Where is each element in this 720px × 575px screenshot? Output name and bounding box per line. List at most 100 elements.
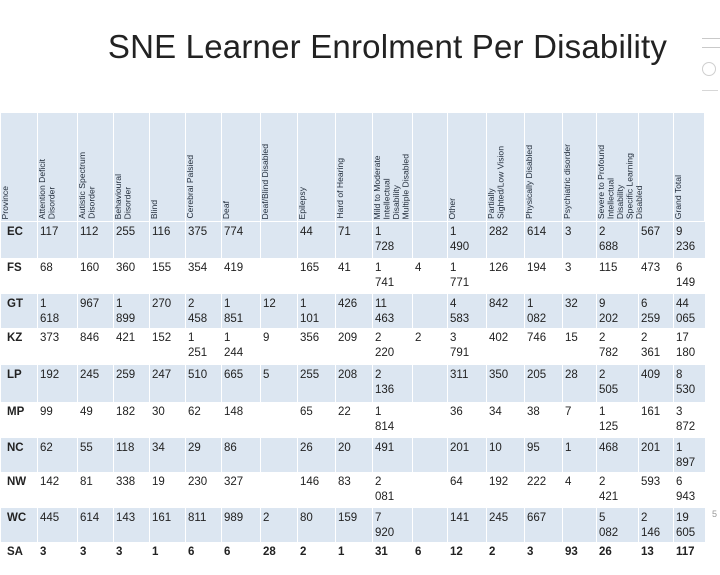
table-cell: 118 <box>113 438 150 472</box>
table-cell: 2 220 <box>372 328 413 365</box>
table-cell: 614 <box>524 221 563 258</box>
table-cell: 468 <box>596 438 639 472</box>
table-cell: 2 361 <box>638 328 674 365</box>
table-cell: 83 <box>335 472 373 508</box>
table-cell: 6 <box>185 542 222 575</box>
column-header: Severe to Profound Intellectual Disabili… <box>596 112 644 222</box>
table-cell: 2 136 <box>372 365 413 402</box>
table-cell: 141 <box>447 508 487 542</box>
column-header: Psychiatric disorder <box>562 112 597 222</box>
table-row: WC 445 614 143 161 811 989 2 80 159 7 920 141 245 667… <box>0 508 705 542</box>
table-cell: 338 <box>113 472 150 508</box>
column-header: Epilepsy <box>297 112 336 222</box>
table-cell: 1 897 <box>673 438 705 472</box>
table-cell: 152 <box>149 328 186 365</box>
column-header: Mild to Moderate Intellectual Disability… <box>372 112 413 222</box>
table-cell: 38 <box>524 402 563 438</box>
table-cell: 194 <box>524 258 563 294</box>
column-header-label: Physically Disabled <box>525 144 534 219</box>
table-cell: 2 421 <box>596 472 639 508</box>
column-header-label: Behavioural Disorder <box>114 173 133 219</box>
table-cell: 19 <box>149 472 186 508</box>
table-cell: 222 <box>524 472 563 508</box>
table-cell: 354 <box>185 258 222 294</box>
table-cell: 146 <box>297 472 336 508</box>
table-cell: 282 <box>486 221 525 258</box>
table-cell: 1 814 <box>372 402 413 438</box>
table-cell: 115 <box>596 258 639 294</box>
table-cell: 2 <box>486 542 525 575</box>
table-row: LP 192 245 259 247 510 665 5 255 208 2 136 311 350 20… <box>0 365 705 402</box>
table-cell: 142 <box>37 472 78 508</box>
table-cell <box>260 402 298 438</box>
column-header-label: Deaf/Blind Disabled <box>261 143 270 219</box>
table-cell: 402 <box>486 328 525 365</box>
table-cell: 1 <box>335 542 373 575</box>
table-cell: 967 <box>77 294 114 328</box>
table-cell: 842 <box>486 294 525 328</box>
table-cell: 360 <box>113 258 150 294</box>
column-header <box>638 112 674 222</box>
table-cell: 350 <box>486 365 525 402</box>
column-header-label: Hard of Hearing <box>336 158 345 219</box>
column-header-label: Blind <box>150 199 159 219</box>
table-cell: 1 <box>562 438 597 472</box>
table-cell: 165 <box>297 258 336 294</box>
table-cell: 327 <box>221 472 261 508</box>
table-cell: 375 <box>185 221 222 258</box>
table-cell: 510 <box>185 365 222 402</box>
table-row: NW 142 81 338 19 230 327 146 83 2 081 64 192 222 4 2 4… <box>0 472 705 508</box>
table-cell: 15 <box>562 328 597 365</box>
column-header: Blind <box>149 112 186 222</box>
table-cell: 161 <box>149 508 186 542</box>
table-cell: 6 943 <box>673 472 705 508</box>
table-cell: 20 <box>335 438 373 472</box>
table-cell: 5 <box>260 365 298 402</box>
table-cell: 99 <box>37 402 78 438</box>
table-cell: 117 <box>673 542 705 575</box>
table-cell: 3 <box>562 221 597 258</box>
table-cell: 44 065 <box>673 294 705 328</box>
table-cell: 28 <box>562 365 597 402</box>
column-header-label: Province <box>1 185 10 219</box>
table-cell: 28 <box>260 542 298 575</box>
table-cell: 2 505 <box>596 365 639 402</box>
table-cell: 143 <box>113 508 150 542</box>
decorative-line <box>702 90 718 97</box>
table-cell: 155 <box>149 258 186 294</box>
table-cell: 665 <box>221 365 261 402</box>
table-cell: 62 <box>37 438 78 472</box>
table-cell: 1 251 <box>185 328 222 365</box>
table-cell: 126 <box>486 258 525 294</box>
column-header: Other <box>447 112 487 222</box>
table-cell: 29 <box>185 438 222 472</box>
table-cell: 774 <box>221 221 261 258</box>
table-cell <box>260 438 298 472</box>
table-cell: 41 <box>335 258 373 294</box>
column-header: Grand Total <box>673 112 705 222</box>
enrolment-table: Province Attention Deficit Disorder Autist… <box>0 112 705 575</box>
column-header-label: Grand Total <box>674 174 683 219</box>
table-row: SA 3 3 3 1 6 6 28 2 1 31 6 12 2 3 93 26 13 117 <box>0 542 705 575</box>
table-cell: 6 <box>221 542 261 575</box>
table-cell: 2 081 <box>372 472 413 508</box>
header-row: Province Attention Deficit Disorder Autist… <box>0 112 705 222</box>
table-cell: 1 771 <box>447 258 487 294</box>
table-cell: 65 <box>297 402 336 438</box>
table-cell: 419 <box>221 258 261 294</box>
table-cell: 373 <box>37 328 78 365</box>
table-cell: 426 <box>335 294 373 328</box>
province-cell: NW <box>0 472 38 508</box>
table-cell: 8 530 <box>673 365 705 402</box>
table-cell: 86 <box>221 438 261 472</box>
table-cell: 49 <box>77 402 114 438</box>
table-cell: 3 <box>562 258 597 294</box>
table-cell: 356 <box>297 328 336 365</box>
table-cell <box>260 258 298 294</box>
table-cell: 160 <box>77 258 114 294</box>
table-cell <box>562 508 597 542</box>
table-cell: 209 <box>335 328 373 365</box>
table-row: EC 117 112 255 116 375 774 44 71 1 728 1 490 282 614… <box>0 221 705 258</box>
table-cell: 1 <box>149 542 186 575</box>
table-cell: 4 583 <box>447 294 487 328</box>
